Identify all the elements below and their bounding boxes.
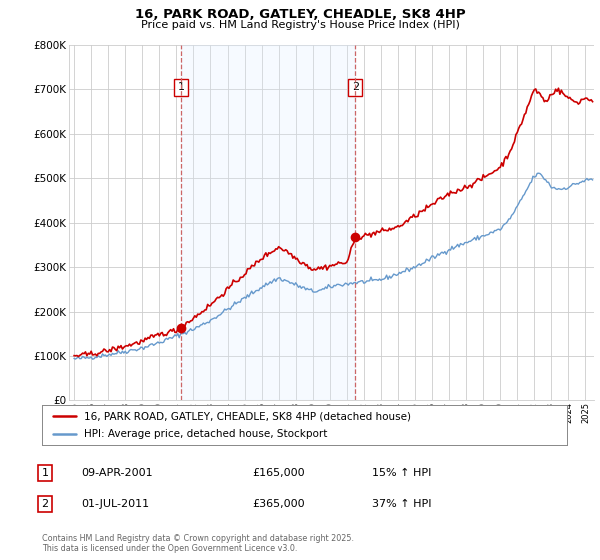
Bar [181, 45, 355, 400]
Text: 2: 2 [352, 82, 359, 92]
Text: 16, PARK ROAD, GATLEY, CHEADLE, SK8 4HP: 16, PARK ROAD, GATLEY, CHEADLE, SK8 4HP [134, 8, 466, 21]
Text: HPI: Average price, detached house, Stockport: HPI: Average price, detached house, Stoc… [84, 429, 328, 439]
Text: 16, PARK ROAD, GATLEY, CHEADLE, SK8 4HP (detached house): 16, PARK ROAD, GATLEY, CHEADLE, SK8 4HP … [84, 411, 411, 421]
Text: 15% ↑ HPI: 15% ↑ HPI [372, 468, 431, 478]
Text: 2: 2 [41, 499, 49, 509]
Text: Price paid vs. HM Land Registry's House Price Index (HPI): Price paid vs. HM Land Registry's House … [140, 20, 460, 30]
Text: Contains HM Land Registry data © Crown copyright and database right 2025.
This d: Contains HM Land Registry data © Crown c… [42, 534, 354, 553]
Text: 1: 1 [41, 468, 49, 478]
Text: 1: 1 [178, 82, 184, 92]
Text: £365,000: £365,000 [252, 499, 305, 509]
Text: £165,000: £165,000 [252, 468, 305, 478]
Text: 01-JUL-2011: 01-JUL-2011 [81, 499, 149, 509]
Text: 37% ↑ HPI: 37% ↑ HPI [372, 499, 431, 509]
Text: 09-APR-2001: 09-APR-2001 [81, 468, 152, 478]
